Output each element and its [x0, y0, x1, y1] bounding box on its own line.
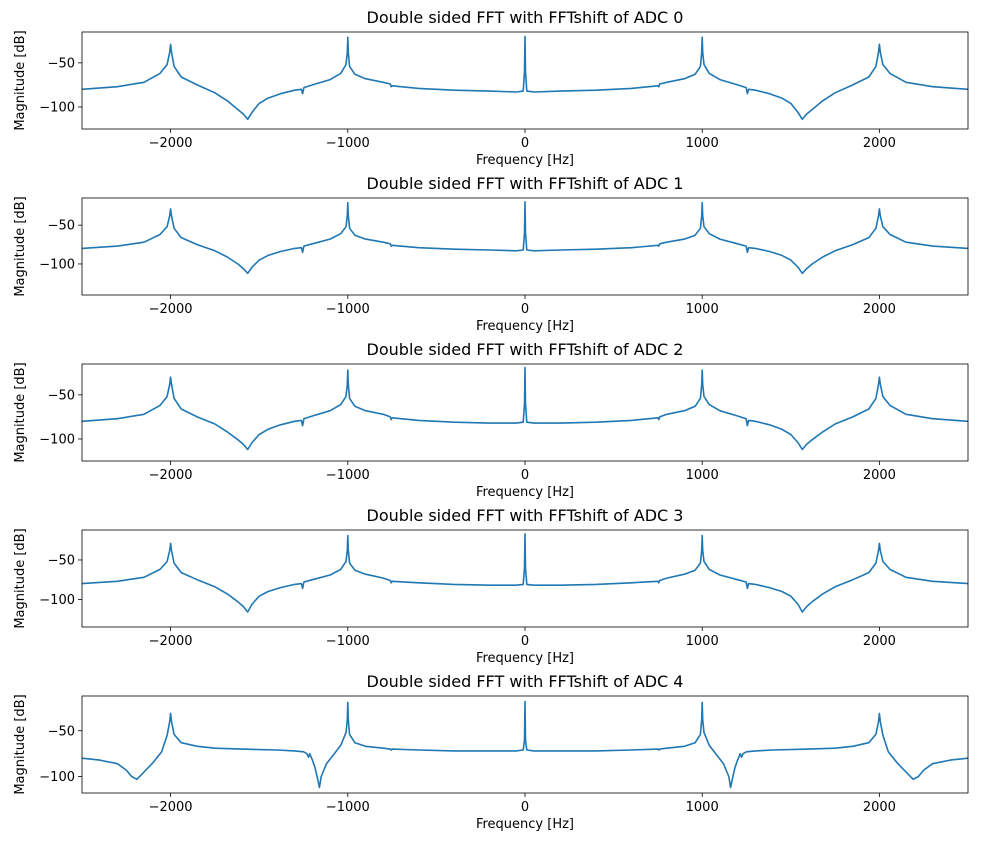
- subplot-0: −2000 −1000 0 1000 2000 −50 −100 Double sided F…: [13, 8, 969, 168]
- x-tick-label: 2000: [863, 634, 896, 649]
- y-tick-label: −50: [48, 56, 75, 71]
- x-tick-label: 2000: [863, 302, 896, 317]
- subplot-3: −2000 −1000 0 1000 2000 −50 −100 Double sided F…: [13, 506, 969, 666]
- x-tick-label: 1000: [686, 800, 719, 815]
- spectrum-line: [82, 366, 968, 451]
- x-tick-label: 2000: [863, 136, 896, 151]
- y-tick-label: −100: [39, 593, 75, 608]
- x-tick-label: −1000: [326, 302, 370, 317]
- x-tick-label: −1000: [326, 800, 370, 815]
- x-tick-label: 0: [521, 468, 529, 483]
- chart-title: Double sided FFT with FFTshift of ADC 2: [367, 340, 684, 359]
- y-tick-label: −100: [39, 100, 75, 115]
- x-tick-label: −1000: [326, 468, 370, 483]
- y-tick-label: −50: [48, 724, 75, 739]
- x-tick-label: −2000: [149, 800, 193, 815]
- y-tick-label: −100: [39, 257, 75, 272]
- x-axis-label: Frequency [Hz]: [476, 651, 574, 666]
- x-tick-label: −2000: [149, 468, 193, 483]
- x-axis-label: Frequency [Hz]: [476, 485, 574, 500]
- spectrum-line: [82, 700, 968, 789]
- x-tick-label: 2000: [863, 468, 896, 483]
- x-tick-label: 0: [521, 800, 529, 815]
- y-axis-label: Magnitude [dB]: [13, 196, 28, 296]
- y-tick-label: −100: [39, 770, 75, 785]
- x-tick-label: −2000: [149, 302, 193, 317]
- y-tick-label: −50: [48, 388, 75, 403]
- subplot-4: −2000 −1000 0 1000 2000 −50 −100 Double sided F…: [13, 672, 969, 832]
- spectrum-line: [82, 35, 968, 121]
- x-axis-label: Frequency [Hz]: [476, 319, 574, 334]
- x-tick-label: −1000: [326, 136, 370, 151]
- subplot-2: −2000 −1000 0 1000 2000 −50 −100 Double sided F…: [13, 340, 969, 500]
- x-axis-label: Frequency [Hz]: [476, 153, 574, 168]
- x-axis-label: Frequency [Hz]: [476, 817, 574, 832]
- x-tick-label: 1000: [686, 136, 719, 151]
- y-axis-label: Magnitude [dB]: [13, 528, 28, 628]
- chart-title: Double sided FFT with FFTshift of ADC 3: [367, 506, 684, 525]
- x-tick-label: 1000: [686, 634, 719, 649]
- x-tick-label: 2000: [863, 800, 896, 815]
- y-tick-label: −100: [39, 432, 75, 447]
- x-tick-label: −2000: [149, 136, 193, 151]
- y-axis-label: Magnitude [dB]: [13, 30, 28, 130]
- x-tick-label: 0: [521, 302, 529, 317]
- chart-title: Double sided FFT with FFTshift of ADC 0: [367, 8, 684, 27]
- chart-title: Double sided FFT with FFTshift of ADC 4: [367, 672, 684, 691]
- y-tick-label: −50: [48, 553, 75, 568]
- x-tick-label: −2000: [149, 634, 193, 649]
- y-tick-label: −50: [48, 219, 75, 234]
- spectrum-line: [82, 533, 968, 613]
- x-tick-label: 0: [521, 634, 529, 649]
- spectrum-line: [82, 201, 968, 275]
- y-axis-label: Magnitude [dB]: [13, 362, 28, 462]
- x-tick-label: 1000: [686, 302, 719, 317]
- x-tick-label: 1000: [686, 468, 719, 483]
- subplot-1: −2000 −1000 0 1000 2000 −50 −100 Double sided F…: [13, 174, 969, 334]
- y-axis-label: Magnitude [dB]: [13, 694, 28, 794]
- x-tick-label: 0: [521, 136, 529, 151]
- chart-title: Double sided FFT with FFTshift of ADC 1: [367, 174, 684, 193]
- x-tick-label: −1000: [326, 634, 370, 649]
